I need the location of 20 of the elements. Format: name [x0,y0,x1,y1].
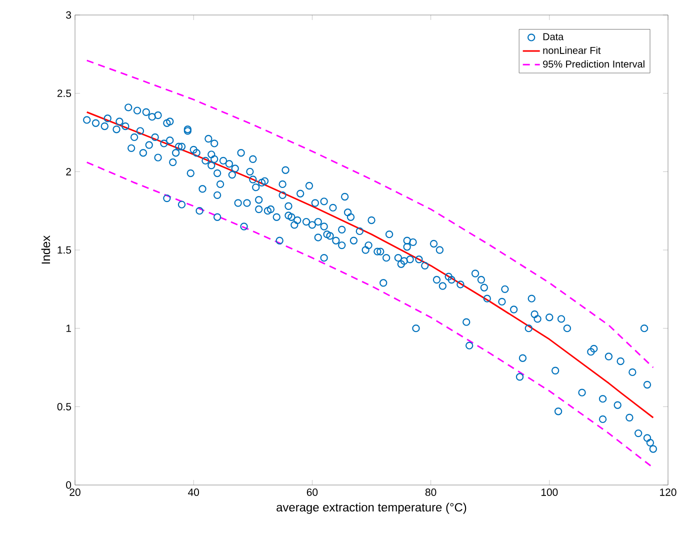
x-tick-label: 80 [425,488,436,496]
x-axis-title: average extraction temperature (°C) [276,502,466,514]
legend-label: 95% Prediction Interval [543,60,644,68]
y-tick-label: 2.5 [57,90,72,98]
legend-label: Data [543,33,564,40]
y-tick-label: 0.5 [57,402,72,410]
y-tick-label: 1 [66,324,71,332]
line-series [86,162,654,469]
x-tick-label: 20 [70,488,80,496]
y-axis-title: Index [41,236,50,264]
line-series [86,60,654,368]
x-tick-label: 120 [660,488,676,496]
x-tick-label: 60 [306,488,318,496]
y-tick-label: 0 [66,481,72,489]
y-tick-label: 3 [66,11,72,19]
x-tick-label: 100 [541,488,558,496]
x-tick-label: 40 [188,488,200,496]
legend-label: nonLinear Fit [543,46,601,54]
y-tick-label: 1.5 [58,246,72,254]
y-tick-label: 2 [66,168,71,176]
